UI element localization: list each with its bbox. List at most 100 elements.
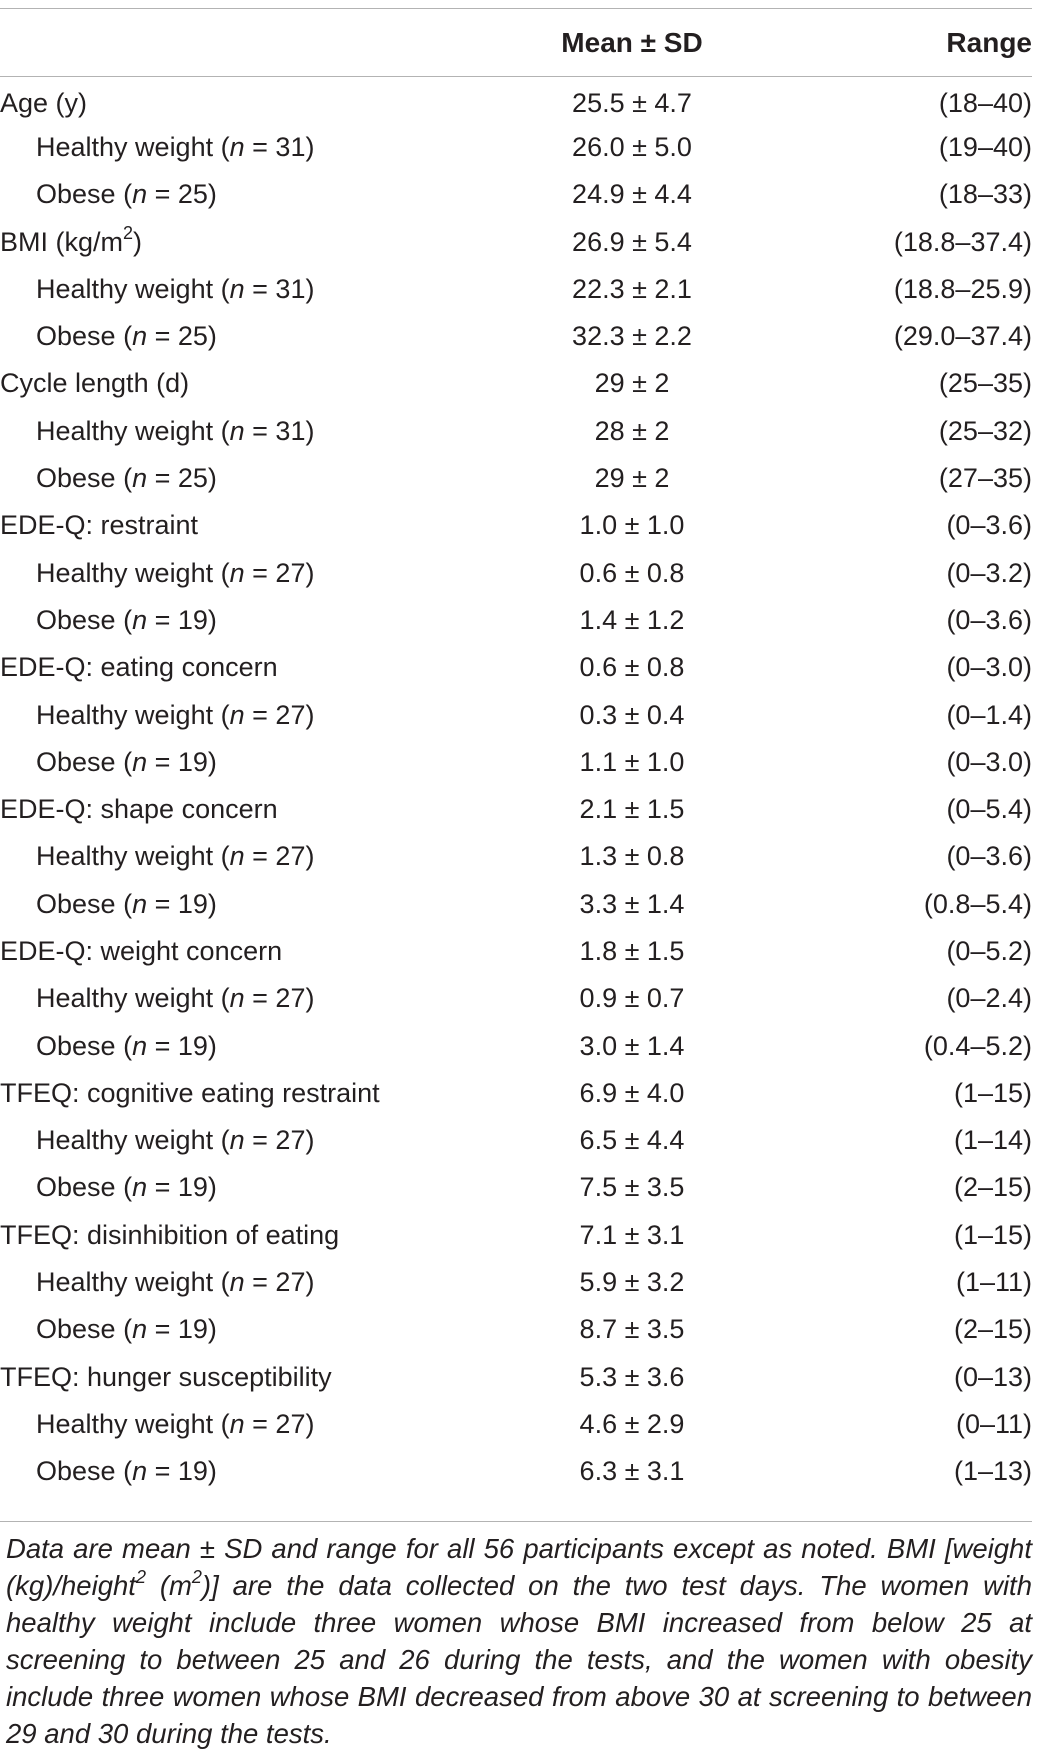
row-label-text: Healthy weight: [36, 1408, 214, 1439]
row-range: (1–15): [953, 1219, 1032, 1250]
row-label: Healthy weight (n = 27): [36, 841, 315, 872]
sample-size: 19: [177, 1456, 208, 1487]
row-range: (1–15): [953, 1077, 1032, 1108]
row-label: Obese (n = 25): [36, 463, 217, 494]
n-symbol: n: [132, 1172, 148, 1203]
row-mean-sd: 6.9 ± 4.0: [579, 1077, 685, 1108]
row-label: Age (y): [0, 77, 482, 124]
footnote-text-3: )] are the data collected on the two tes…: [6, 1570, 1032, 1749]
row-label: BMI (kg/m2): [0, 218, 482, 265]
table-bottom-rule: [0, 1521, 1032, 1522]
row-label: EDE-Q: restraint: [0, 502, 482, 549]
n-symbol: n: [229, 1267, 245, 1298]
sample-size: 27: [275, 699, 306, 730]
table-subgroup-row: Obese (n = 25) 24.9 ± 4.4 (18–33): [0, 171, 1032, 218]
row-range: (0–5.4): [946, 794, 1032, 825]
row-label-text: Obese: [36, 1456, 116, 1487]
row-label: Obese (n = 19): [36, 1314, 217, 1345]
row-range: (0.8–5.4): [923, 888, 1032, 919]
n-symbol: n: [229, 699, 245, 730]
row-label-text: Healthy weight: [36, 1125, 214, 1156]
row-label-text: Obese: [36, 179, 116, 210]
n-symbol: n: [132, 1456, 148, 1487]
row-range: (0–2.4): [946, 983, 1032, 1014]
row-label-text: Age (y): [0, 87, 88, 118]
row-label: Obese (n = 25): [36, 321, 217, 352]
n-symbol: n: [229, 273, 245, 304]
table-row: TFEQ: disinhibition of eating 7.1 ± 3.1 (1…: [0, 1212, 1032, 1259]
row-label-text: Obese: [36, 321, 116, 352]
table-footnote: Data are mean ± SD and range for all 56 …: [6, 1530, 1032, 1752]
row-label: Obese (n = 19): [36, 1456, 217, 1487]
row-mean-sd: 0.3 ± 0.4: [579, 699, 685, 730]
n-symbol: n: [229, 983, 245, 1014]
row-range: (0–5.2): [946, 935, 1032, 966]
sample-size: 31: [275, 415, 306, 446]
table-subgroup-row: Obese (n = 19) 8.7 ± 3.5 (2–15): [0, 1306, 1032, 1353]
row-range: (0–3.2): [946, 557, 1032, 588]
row-label: Healthy weight (n = 31): [36, 273, 315, 304]
row-mean-sd: 0.6 ± 0.8: [579, 557, 685, 588]
n-symbol: n: [132, 321, 148, 352]
row-range: (0.4–5.2): [923, 1030, 1032, 1061]
table-row: EDE-Q: restraint 1.0 ± 1.0 (0–3.6): [0, 502, 1032, 549]
table-subgroup-row: Obese (n = 19) 1.4 ± 1.2 (0–3.6): [0, 597, 1032, 644]
row-label: TFEQ: disinhibition of eating: [0, 1212, 482, 1259]
n-symbol: n: [132, 604, 148, 635]
row-label-text: TFEQ: cognitive eating restraint: [0, 1077, 380, 1108]
row-mean-sd: 32.3 ± 2.2: [572, 321, 692, 352]
sample-size: 25: [177, 321, 208, 352]
row-mean-sd: 5.9 ± 3.2: [579, 1267, 685, 1298]
n-symbol: n: [229, 415, 245, 446]
row-label-text: Obese: [36, 888, 116, 919]
row-range: (0–3.6): [946, 841, 1032, 872]
header-range: Range: [946, 26, 1032, 58]
row-range: (18–33): [938, 179, 1032, 210]
row-range: (1–14): [953, 1125, 1032, 1156]
sample-size: 27: [275, 557, 306, 588]
row-range: (0–11): [955, 1408, 1032, 1439]
n-symbol: n: [132, 746, 148, 777]
table-subgroup-row: Healthy weight (n = 31) 26.0 ± 5.0 (19–40): [0, 124, 1032, 171]
n-symbol: n: [229, 1408, 245, 1439]
row-range: (2–15): [953, 1172, 1032, 1203]
row-label: Healthy weight (n = 27): [36, 1267, 315, 1298]
row-label: TFEQ: hunger susceptibility: [0, 1354, 482, 1401]
row-mean-sd: 6.3 ± 3.1: [579, 1456, 685, 1487]
row-label-text: Obese: [36, 746, 116, 777]
row-mean-sd: 5.3 ± 3.6: [579, 1361, 685, 1392]
row-mean-sd: 1.1 ± 1.0: [579, 746, 685, 777]
row-mean-sd: 22.3 ± 2.1: [572, 273, 692, 304]
row-label-text: BMI (kg/m: [0, 226, 124, 257]
row-label-text: Cycle length (d): [0, 368, 190, 399]
table-row: EDE-Q: weight concern 1.8 ± 1.5 (0–5.2): [0, 928, 1032, 975]
sample-size: 31: [275, 273, 306, 304]
footnote-text-2: (m: [145, 1570, 192, 1601]
n-symbol: n: [229, 841, 245, 872]
row-label-superscript: 2: [123, 222, 134, 243]
row-label: Obese (n = 19): [36, 746, 217, 777]
row-mean-sd: 0.6 ± 0.8: [579, 652, 685, 683]
row-label-text: TFEQ: hunger susceptibility: [0, 1361, 332, 1392]
table-subgroup-row: Obese (n = 19) 6.3 ± 3.1 (1–13): [0, 1448, 1032, 1495]
table-row: Age (y) 25.5 ± 4.7 (18–40): [0, 77, 1032, 124]
table-subgroup-row: Healthy weight (n = 27) 5.9 ± 3.2 (1–11): [0, 1259, 1032, 1306]
row-label-text: Healthy weight: [36, 131, 214, 162]
table-subgroup-row: Healthy weight (n = 27) 0.9 ± 0.7 (0–2.4): [0, 975, 1032, 1022]
row-range: (0–1.4): [946, 699, 1032, 730]
row-range: (0–13): [953, 1361, 1032, 1392]
row-mean-sd: 26.9 ± 5.4: [572, 226, 692, 257]
row-label-text: Obese: [36, 463, 116, 494]
table-subgroup-row: Healthy weight (n = 27) 4.6 ± 2.9 (0–11): [0, 1401, 1032, 1448]
table-subgroup-row: Obese (n = 25) 29 ± 2 (27–35): [0, 455, 1032, 502]
row-mean-sd: 7.5 ± 3.5: [579, 1172, 685, 1203]
row-mean-sd: 3.3 ± 1.4: [579, 888, 685, 919]
row-mean-sd: 1.3 ± 0.8: [579, 841, 685, 872]
row-label: Cycle length (d): [0, 360, 482, 407]
table-subgroup-row: Healthy weight (n = 27) 6.5 ± 4.4 (1–14): [0, 1117, 1032, 1164]
row-label: EDE-Q: weight concern: [0, 928, 482, 975]
row-mean-sd: 7.1 ± 3.1: [579, 1219, 685, 1250]
table-subgroup-row: Obese (n = 19) 3.0 ± 1.4 (0.4–5.2): [0, 1022, 1032, 1069]
row-label-text: Healthy weight: [36, 841, 214, 872]
row-mean-sd: 1.8 ± 1.5: [579, 935, 685, 966]
